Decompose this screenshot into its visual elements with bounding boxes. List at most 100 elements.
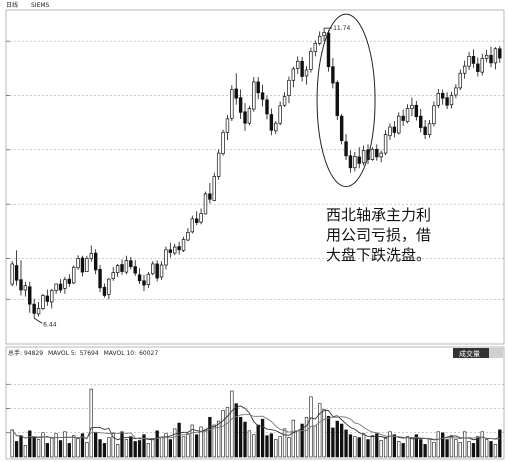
volume-bar — [146, 443, 151, 458]
volume-bar — [168, 439, 173, 458]
volume-bar — [300, 423, 304, 458]
candle — [383, 134, 388, 154]
candle — [155, 263, 159, 279]
volume-legend-label: 总手: — [8, 349, 22, 357]
volume-bar — [383, 438, 388, 458]
candle — [357, 156, 361, 164]
candle — [440, 92, 445, 99]
candle — [414, 104, 419, 118]
volume-bar — [410, 437, 414, 458]
volume-bar — [370, 435, 375, 458]
volume-bar — [339, 423, 344, 458]
volume-bar — [14, 441, 19, 458]
candle — [23, 285, 28, 291]
volume-bar — [76, 438, 80, 458]
candle — [133, 266, 137, 274]
volume-bar — [221, 410, 225, 458]
volume-bar — [67, 443, 71, 458]
candle — [111, 272, 115, 279]
volume-bar — [177, 422, 181, 458]
volume-bar — [397, 441, 401, 458]
volume-bar — [489, 441, 493, 458]
candle — [300, 60, 304, 77]
candle — [54, 283, 58, 291]
volume-bar — [296, 430, 300, 458]
volume-bar — [36, 439, 41, 458]
volume-bar — [107, 437, 111, 458]
volume-bar — [361, 433, 366, 458]
candle — [278, 105, 282, 124]
mavol5-legend-value: 57694 — [80, 350, 99, 357]
volume-bar — [247, 430, 252, 458]
volume-bar — [304, 416, 309, 458]
candle — [309, 51, 313, 70]
volume-bar — [445, 439, 449, 458]
candle — [445, 97, 449, 106]
volume-bar — [353, 436, 357, 458]
candle — [58, 283, 63, 291]
candle — [484, 54, 489, 59]
candle — [449, 95, 454, 106]
candle — [265, 99, 269, 115]
candle — [476, 63, 480, 72]
candle — [339, 115, 344, 141]
candle — [181, 239, 186, 251]
candle — [208, 193, 212, 200]
candle — [71, 266, 76, 284]
volume-bar — [467, 441, 471, 458]
volume-bar — [72, 435, 76, 458]
volume-bar — [326, 415, 331, 458]
volume-bar — [225, 407, 230, 458]
candle — [63, 279, 67, 289]
candle — [436, 92, 441, 106]
volume-bar — [173, 428, 177, 458]
candle — [392, 126, 397, 133]
volume-bar — [137, 440, 142, 458]
candle — [93, 252, 98, 271]
candle — [366, 149, 370, 160]
candle — [159, 264, 164, 278]
volume-bar — [480, 431, 484, 458]
candle — [296, 60, 300, 69]
volume-bar — [199, 426, 203, 458]
candle — [98, 269, 102, 289]
candle — [419, 115, 423, 128]
volume-bar — [151, 438, 155, 458]
mavol10-line — [11, 414, 500, 440]
volume-tab-button[interactable]: 成交量 — [453, 348, 503, 358]
volume-bar — [260, 418, 265, 458]
volume-bar — [58, 440, 63, 458]
candle — [151, 263, 155, 275]
candle — [410, 104, 414, 109]
candle — [115, 265, 120, 273]
volume-bar — [164, 433, 168, 458]
candle — [76, 258, 80, 269]
candle — [317, 35, 322, 44]
candle — [467, 56, 471, 67]
volume-bar — [427, 438, 432, 458]
volume-tab-label[interactable]: 成交量 — [459, 349, 480, 358]
annotation-line-1: 西北轴承主力利 — [326, 206, 431, 224]
volume-bar — [159, 437, 164, 458]
volume-bar — [28, 430, 32, 458]
timeframe-label: 日线 — [6, 1, 18, 9]
volume-bar — [186, 433, 190, 458]
volume-bar — [458, 442, 462, 458]
volume-bar — [98, 439, 102, 458]
volume-gridlines — [6, 383, 504, 434]
candle — [45, 295, 50, 302]
candle — [50, 290, 54, 303]
volume-tab-scroll[interactable] — [489, 348, 503, 358]
volume-bar — [498, 429, 502, 458]
volume-tab-bg[interactable] — [453, 348, 489, 358]
volume-bar — [269, 433, 274, 458]
candle — [274, 122, 278, 132]
candle — [489, 54, 493, 64]
candle — [282, 96, 287, 106]
volume-bar — [80, 433, 85, 458]
volume-bar — [115, 444, 120, 458]
candle — [493, 48, 498, 64]
volume-bar — [45, 443, 50, 458]
